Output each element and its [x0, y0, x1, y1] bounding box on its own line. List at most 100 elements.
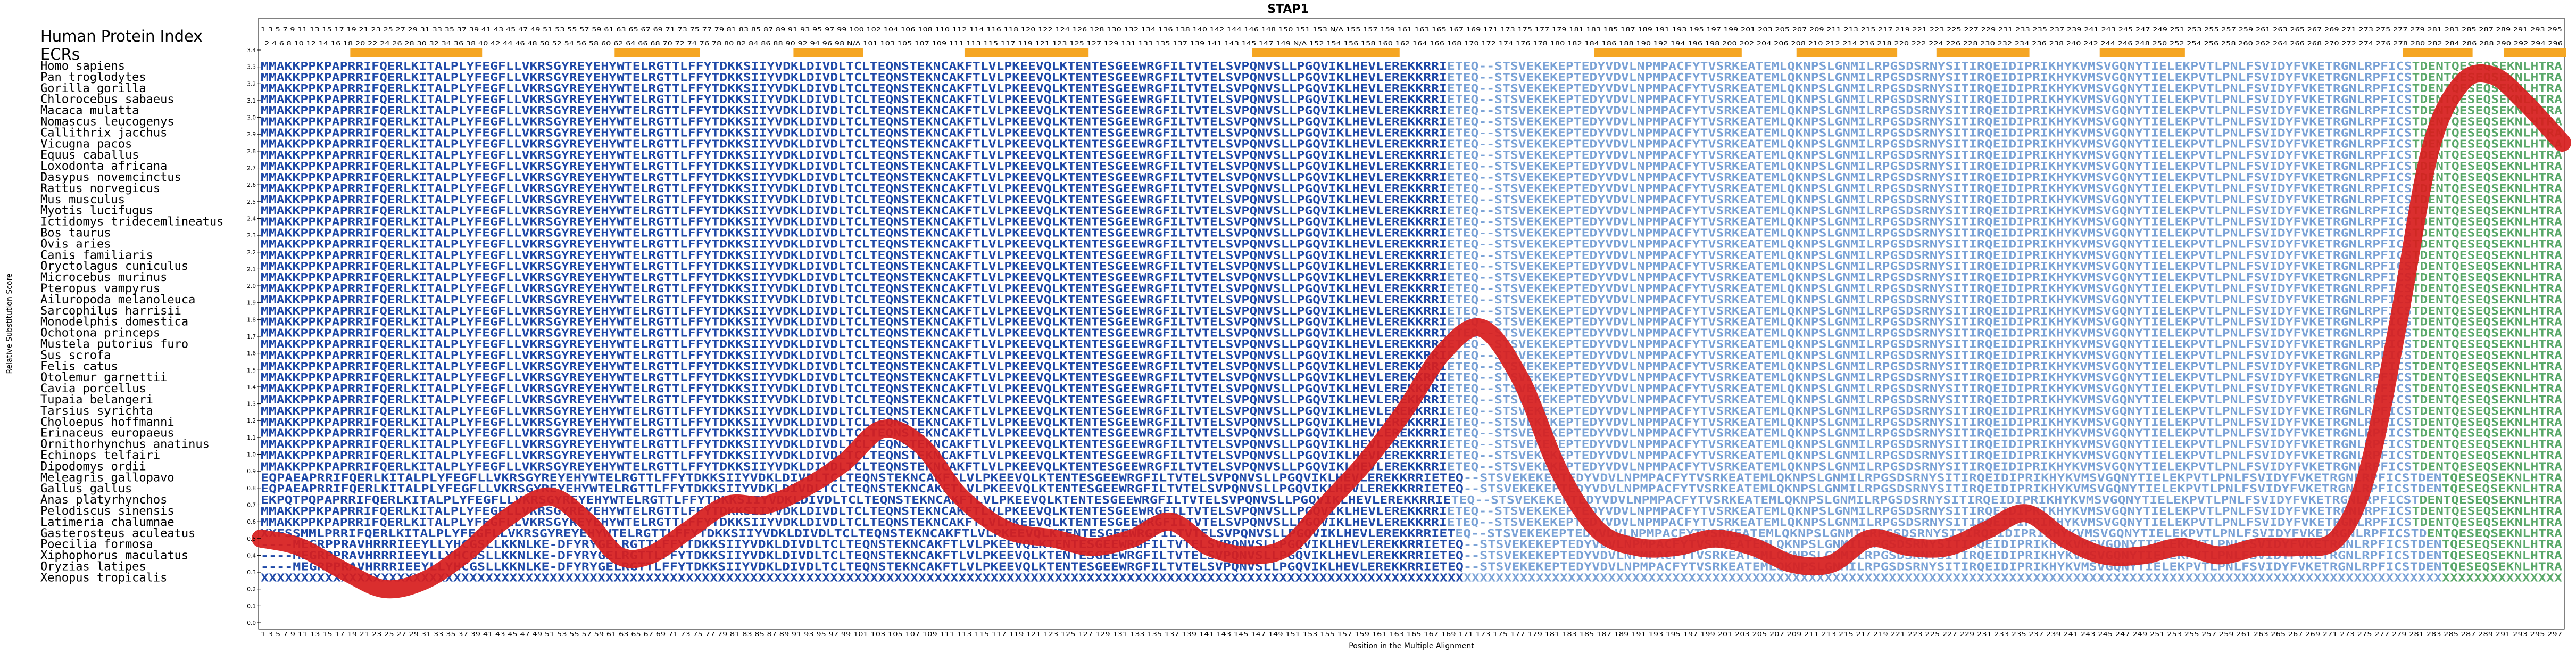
- y-tick-label: 2.0: [247, 283, 256, 290]
- species-label: Myotis lucifugus: [40, 204, 153, 218]
- sequence-segment: TDENTQESEQSEKNLHTRA: [2412, 393, 2563, 406]
- y-tick-label: 3.2: [247, 81, 256, 87]
- sequence-row: MMAKKPPKPAPRRIFQERLKITALPLYFEGFLLVKRSGYR…: [261, 115, 2563, 128]
- species-label: Monodelphis domestica: [40, 316, 188, 329]
- species-label: Erinaceus europaeus: [40, 427, 174, 440]
- species-label: Poecilia formosa: [40, 538, 153, 551]
- species-label: Homo sapiens: [40, 60, 125, 73]
- sequence-segment: MMAKKPPKPAPRRIFQERLKITALPLYFEGFLLVKRSGYR…: [261, 360, 1447, 373]
- species-label: Ornithorhynchus anatinus: [40, 438, 210, 451]
- species-label: Callithrix jacchus: [40, 126, 167, 139]
- sequence-segment: ETEQ--STSVEKEKEPTEDYVDVLNPMPACFYTVSRKEAT…: [1447, 171, 2412, 184]
- human-index-row-1: 1 3 5 7 9 11 13 15 17 19 21 23 25 27 29 …: [261, 27, 2562, 33]
- chart-title: STAP1: [1267, 3, 1309, 16]
- sequence-row: MMAKKPPKPAPRRIFQERLKITALPLYFEGFLLVKRSGYR…: [261, 416, 2563, 428]
- sequence-segment: MMAKKPPKPAPRRIFQERLKITALPLYFEGFLLVKRSGYR…: [261, 393, 1447, 406]
- sequence-segment: EQPAEAPRRIFQERLKITALPLYFEGFLLVKRSGYREYEH…: [261, 482, 1464, 495]
- y-tick-label: 1.2: [247, 418, 256, 424]
- sequence-segment: MMAKKPPKPAPRRIFQERLKITALPLYFEGFLLVKRSGYR…: [261, 204, 1447, 217]
- sequence-segment: TDENTQESEQSEKNLHTRA: [2412, 505, 2563, 517]
- sequence-segment: TDENTQESEQSEKNLHTRA: [2412, 360, 2563, 373]
- species-label: Latimeria chalumnae: [40, 516, 174, 529]
- sequence-segment: MMAKKPPKPAPRRIFQERLKITALPLYFEGFLLVKRSGYR…: [261, 327, 1447, 340]
- species-label: Ovis aries: [40, 237, 111, 251]
- sequence-segment: TQESEQSEKNLHTRA: [2442, 560, 2563, 573]
- sequence-row: MMAKKPPKPAPRRIFQERLKITALPLYFEGFLLVKRSGYR…: [261, 216, 2563, 228]
- sequence-row: MMAKKPPKPAPRRIFQERLKITALPLYFEGFLLVKRSGYR…: [261, 393, 2563, 406]
- species-label: Bos taurus: [40, 227, 111, 240]
- sequence-segment: ETEQ--STSVEKEKEPTEDYVDVLNPMPACFYTVSRKEAT…: [1447, 104, 2412, 117]
- sequence-segment: MMAKKPPKPAPRRIFQERLKITALPLYFEGFLLVKRSGYR…: [261, 193, 1447, 206]
- sequence-segment: TDENTQESEQSEKNLHTRA: [2412, 260, 2563, 273]
- sequence-segment: MMAKKPPKPAPRRIFQERLKITALPLYFEGFLLVKRSGYR…: [261, 249, 1447, 261]
- y-tick-label: 2.2: [247, 250, 256, 256]
- y-tick-label: 1.6: [247, 351, 256, 357]
- ecr-bar: [614, 48, 700, 57]
- sequence-segment: ETEQ--STSVEKEKEPTEDYVDVLNPMPACFYTVSRKEAT…: [1447, 360, 2412, 373]
- sequence-segment: ETEQ--STSVEKEKEPTEDYVDVLNPMPACFYTVSRKEAT…: [1447, 460, 2412, 473]
- sequence-segment: MMAKKPPKPAPRRIFQERLKITALPLYFEGFLLVKRSGYR…: [261, 227, 1447, 240]
- species-label: Meleagris gallopavo: [40, 471, 174, 484]
- species-label: Oryzias latipes: [40, 560, 146, 574]
- sequence-row: MMAKKPPKPAPRRIFQERLKITALPLYFEGFLLVKRSGYR…: [261, 349, 2563, 361]
- sequence-segment: XXXXXXXXXXXXXXXXXXXXXXXXXXXXXXXXXXXXXXXX…: [1464, 571, 2442, 584]
- species-label: Ochotona princeps: [40, 327, 160, 340]
- y-tick-label: 1.1: [247, 435, 256, 441]
- species-label: Ailuropoda melanoleuca: [40, 293, 195, 307]
- sequence-segment: MMAKKPPKPAPRRIFQERLKITALPLYFEGFLLVKRSGYR…: [261, 416, 1447, 428]
- species-label: Xenopus tropicalis: [40, 571, 167, 584]
- species-label: Tarsius syrichta: [40, 405, 153, 418]
- sequence-segment: TDENTQESEQSEKNLHTRA: [2412, 327, 2563, 340]
- ecr-bar: [793, 48, 863, 57]
- sequence-row: MMAKKPPKPAPRRIFQERLKITALPLYFEGFLLVKRSGYR…: [261, 382, 2563, 395]
- y-tick-label: 1.4: [247, 384, 256, 391]
- y-tick-label: 1.0: [247, 452, 256, 458]
- sequence-row: MMAKKPPKPAPRRIFQERLKITALPLYFEGFLLVKRSGYR…: [261, 505, 2563, 517]
- sequence-row: XXFSSMMLPRRIFQERLKITALPLYFEGFLLVKRSGYREY…: [261, 527, 2563, 540]
- sequence-row: MMAKKPPKPAPRRIFQERLKITALPLYFEGFLLVKRSGYR…: [261, 316, 2563, 328]
- sequence-segment: TDENTQESEQSEKNLHTRA: [2412, 416, 2563, 428]
- sequence-row: MMAKKPPKPAPRRIFQERLKITALPLYFEGFLLVKRSGYR…: [261, 93, 2563, 106]
- ecr-bars: [350, 48, 2566, 57]
- sequence-segment: ETEQ--STSVEKEKEPTEDYVDVLNPMPACFYTVSRKEAT…: [1447, 427, 2412, 440]
- y-axis: 0.0 0.1 0.2 0.3 0.4 0.5 0.6 0.7 0.8 0.9 1.0 1.1 1.2 1…: [247, 47, 261, 626]
- sequence-row: EQPAEAPRRIFQERLKITALPLYFEGFLLVKRSGYREYEH…: [261, 471, 2563, 484]
- species-label: Pteropus vampyrus: [40, 282, 160, 295]
- sequence-segment: EQPAEAPRRIFQERLKITALPLYFEGFLLVKRSGYREYEH…: [261, 471, 1464, 484]
- y-tick-label: 1.9: [247, 300, 256, 307]
- sequence-segment: ETEQ--STSVEKEKEPTEDYVDVLNPMPACFYTVSRKEAT…: [1447, 126, 2412, 139]
- sequence-segment: TDENTQESEQSEKNLHTRA: [2412, 338, 2563, 351]
- sequence-rows: MMAKKPPKPAPRRIFQERLKITALPLYFEGFLLVKRSGYR…: [261, 60, 2563, 584]
- ecr-bar: [1252, 48, 1400, 57]
- species-label: Dasypus novemcinctus: [40, 171, 181, 184]
- species-label: Gallus gallus: [40, 482, 132, 496]
- sequence-row: MMAKKPPKPAPRRIFQERLKITALPLYFEGFLLVKRSGYR…: [261, 237, 2563, 250]
- sequence-segment: TDENTQESEQSEKNLHTRA: [2412, 271, 2563, 284]
- species-label: Xiphophorus maculatus: [40, 549, 188, 563]
- y-axis-label: Relative Substitution Score: [5, 273, 14, 374]
- sequence-segment: ETEQ--STSVEKEKEPTEDYVDVLNPMPACFYTVSRKEAT…: [1447, 160, 2412, 172]
- species-label: Equus caballus: [40, 148, 139, 162]
- species-label: Cavia porcellus: [40, 382, 146, 395]
- sequence-row: MMAKKPPKPAPRRIFQERLKITALPLYFEGFLLVKRSGYR…: [261, 82, 2563, 95]
- species-label: Pan troglodytes: [40, 71, 146, 84]
- sequence-row: MMAKKPPKPAPRRIFQERLKITALPLYFEGFLLVKRSGYR…: [261, 438, 2563, 451]
- sequence-segment: TDENTQESEQSEKNLHTRA: [2412, 516, 2563, 529]
- sequence-segment: ETEQ--STSVEKEKEPTEDYVDVLNPMPACFYTVSRKEAT…: [1447, 304, 2412, 317]
- y-tick-label: 0.2: [247, 587, 256, 593]
- sequence-segment: MMAKKPPKPAPRRIFQERLKITALPLYFEGFLLVKRSGYR…: [261, 115, 1447, 128]
- species-label: Canis familiaris: [40, 249, 153, 262]
- sequence-segment: MMAKKPPKPAPRRIFQERLKITALPLYFEGFLLVKRSGYR…: [261, 60, 1447, 72]
- sequence-row: MMAKKPPKPAPRRIFQERLKITALPLYFEGFLLVKRSGYR…: [261, 126, 2563, 139]
- sequence-segment: ETEQ--STSVEKEKEPTEDYVDVLNPMPACFYTVSRKEAT…: [1447, 137, 2412, 150]
- sequence-row: MMAKKPPKPAPRRIFQERLKITALPLYFEGFLLVKRSGYR…: [261, 260, 2563, 273]
- species-label: Felis catus: [40, 360, 118, 373]
- sequence-segment: TDENTQESEQSEKNLHTRA: [2412, 171, 2563, 184]
- sequence-row: MMAKKPPKPAPRRIFQERLKITALPLYFEGFLLVKRSGYR…: [261, 227, 2563, 240]
- sequence-segment: TDENTQESEQSEKNLHTRA: [2412, 82, 2563, 95]
- sequence-segment: ETEQ--STSVEKEKEPTEDYVDVLNPMPACFYTVSRKEAT…: [1447, 327, 2412, 340]
- sequence-row: MMAKKPPKPAPRRIFQERLKITALPLYFEGFLLVKRSGYR…: [261, 204, 2563, 217]
- sequence-segment: TDENTQESEQSEKNLHTRA: [2412, 460, 2563, 473]
- sequence-segment: TQESEQSEKNLHTRA: [2442, 549, 2563, 562]
